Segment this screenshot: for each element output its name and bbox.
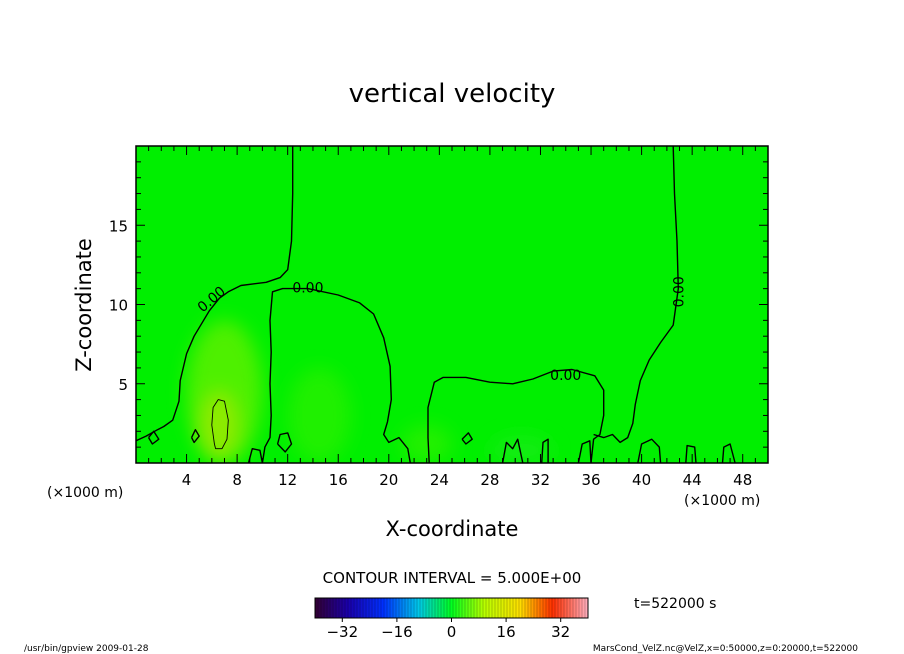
warm-spot-4 (489, 434, 554, 463)
colorbar (314, 597, 589, 619)
colorbar-tick-label: 32 (551, 623, 570, 641)
contour-label-1: 0.00 (292, 281, 323, 297)
x-tick-label: 48 (733, 471, 752, 489)
warm-spot-1 (199, 390, 240, 460)
x-tick-label: 24 (430, 471, 449, 489)
contour-line-2 (427, 368, 605, 463)
y-tick-label: 10 (109, 297, 128, 315)
colorbar-tick-label: 16 (497, 623, 516, 641)
colorbar-tick-label: −16 (381, 623, 413, 641)
colorbar-tick-label: 0 (447, 623, 457, 641)
x-tick-label: 4 (182, 471, 192, 489)
x-tick-label: 20 (379, 471, 398, 489)
warm-spot-3 (401, 424, 452, 463)
contour-line-7 (461, 432, 473, 445)
time-label: t=522000 s (634, 596, 716, 612)
y-axis-label: Z-coordinate (72, 238, 96, 372)
x-tick-label: 40 (632, 471, 651, 489)
colorbar-tick-label: −32 (326, 623, 358, 641)
contour-line-14 (190, 429, 200, 444)
footer-left: /usr/bin/gpview 2009-01-28 (24, 644, 149, 654)
contour-line-10 (577, 440, 592, 463)
y-tick-label: 5 (118, 376, 128, 394)
x-tick-label: 32 (531, 471, 550, 489)
warm-spot-2 (287, 367, 351, 463)
contour-label-3: 0.00 (672, 276, 688, 307)
colorbar-ticks: −32 −16 0 16 32 (326, 618, 570, 641)
contour-line-13 (721, 443, 736, 463)
x-tick-label: 12 (278, 471, 297, 489)
contour-line-6 (276, 432, 293, 453)
chart-title: vertical velocity (349, 79, 556, 109)
contour-label-2: 0.00 (550, 368, 581, 384)
warm-spots (186, 320, 554, 463)
contour-line-8 (501, 438, 524, 463)
x-tick-label: 36 (581, 471, 600, 489)
x-tick-label: 44 (683, 471, 702, 489)
contour-line-1 (261, 287, 411, 463)
contour-line-3 (593, 146, 679, 444)
contour-line-4 (211, 399, 229, 450)
colorbar-stripes (317, 598, 586, 618)
contour-line-9 (541, 438, 549, 463)
contour-line-12 (685, 444, 697, 463)
y-ticks: 5 10 15 (109, 161, 768, 448)
x-unit-right: (×1000 m) (684, 493, 760, 509)
x-ticks: 4 8 12 16 20 24 28 32 36 40 44 48 (148, 146, 756, 489)
footer-right: MarsCond_VelZ.nc@VelZ,x=0:50000,z=0:2000… (593, 644, 858, 654)
contour-interval-text: CONTOUR INTERVAL = 5.000E+00 (323, 569, 582, 587)
x-tick-label: 16 (329, 471, 348, 489)
x-unit-left: (×1000 m) (47, 485, 123, 501)
contour-line-15 (147, 430, 160, 445)
contour-lines (136, 146, 736, 463)
x-tick-label: 28 (480, 471, 499, 489)
contour-line-0 (136, 146, 294, 442)
y-tick-label: 15 (109, 217, 128, 235)
x-tick-label: 8 (232, 471, 242, 489)
contour-line-5 (247, 448, 264, 463)
contour-line-11 (637, 438, 662, 463)
x-axis-label: X-coordinate (386, 517, 519, 541)
